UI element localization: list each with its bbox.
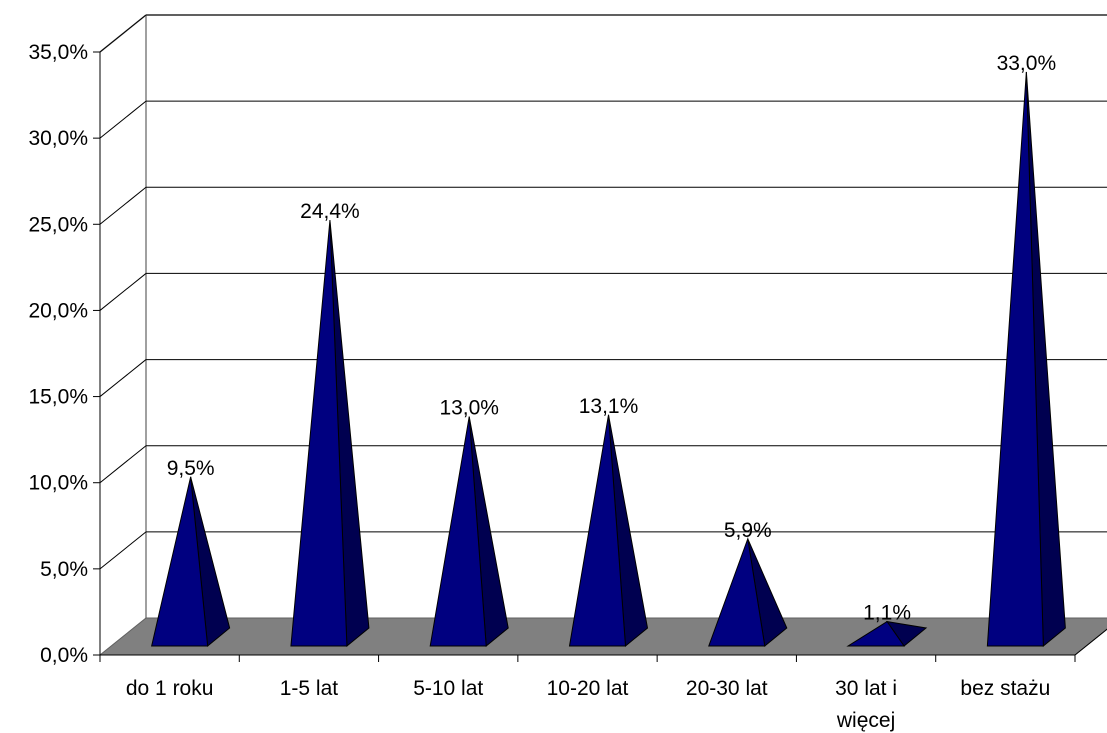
gridline-side (99, 445, 147, 484)
y-tick-label: 30,0% (28, 127, 88, 150)
chart-axes: 0,0% 5,0% 10,0% 15,0% 20,0% 25,0% 30,0% 35,0% (28, 41, 1107, 667)
x-tick-label: 5-10 lat (413, 677, 483, 700)
x-tick-label: do 1 roku (126, 677, 214, 700)
y-tick-label: 5,0% (40, 558, 88, 581)
y-tick-label: 10,0% (28, 472, 88, 495)
gridline-side (99, 273, 147, 311)
bar (429, 416, 487, 647)
gridline-side (99, 14, 147, 53)
x-tick-label: 1-5 lat (280, 677, 339, 700)
data-label: 13,1% (579, 395, 639, 418)
data-label: 9,5% (167, 457, 215, 480)
data-label: 13,0% (439, 397, 499, 420)
chart-labels: 9,5% do 1 roku 24,4% 1-5 lat 13,0% 5-10 lat 13… (126, 52, 1056, 732)
data-label: 33,0% (997, 52, 1057, 75)
floor-right-edge (1074, 628, 1107, 656)
y-tick-label: 25,0% (28, 213, 88, 236)
gridline-side (99, 186, 147, 225)
chart-bars (151, 71, 1066, 648)
chart-gridlines (99, 14, 1107, 570)
bar (151, 476, 209, 647)
x-tick-label: 10-20 lat (547, 677, 629, 700)
data-label: 5,9% (724, 519, 772, 542)
x-tick-label: 20-30 lat (686, 677, 768, 700)
bar (568, 414, 627, 647)
x-tick-label: bez stażu (960, 677, 1050, 700)
bar (986, 71, 1044, 647)
y-tick-label: 0,0% (40, 644, 88, 667)
gridline-side (99, 359, 147, 397)
y-tick-label: 15,0% (28, 386, 88, 409)
data-label: 1,1% (863, 602, 911, 625)
gridline-side (99, 100, 147, 139)
data-label: 24,4% (300, 200, 360, 223)
bar (708, 536, 766, 647)
bar (290, 220, 348, 647)
bar (846, 620, 906, 647)
x-tick-label: 30 lat i więcej (835, 677, 897, 732)
y-tick-label: 20,0% (28, 299, 88, 322)
gridline-side (99, 531, 147, 570)
y-tick-label: 35,0% (28, 41, 88, 64)
